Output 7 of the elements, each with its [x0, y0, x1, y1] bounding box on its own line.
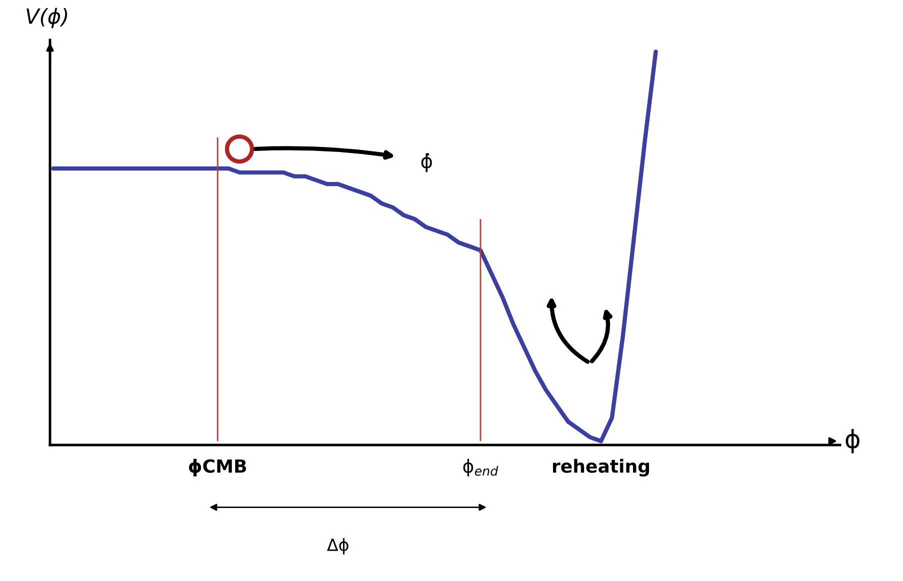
text: Δϕ — [327, 538, 348, 554]
text: ϕ — [846, 429, 860, 454]
x-tick-label: ϕ$_{end}$ — [463, 458, 498, 476]
x-tick-label: reheating — [553, 458, 649, 477]
y-axis-title: V(ϕ) — [26, 8, 68, 28]
x-tick-label: ϕCMB — [189, 458, 246, 476]
annotation: ϕ̇ — [421, 153, 432, 172]
